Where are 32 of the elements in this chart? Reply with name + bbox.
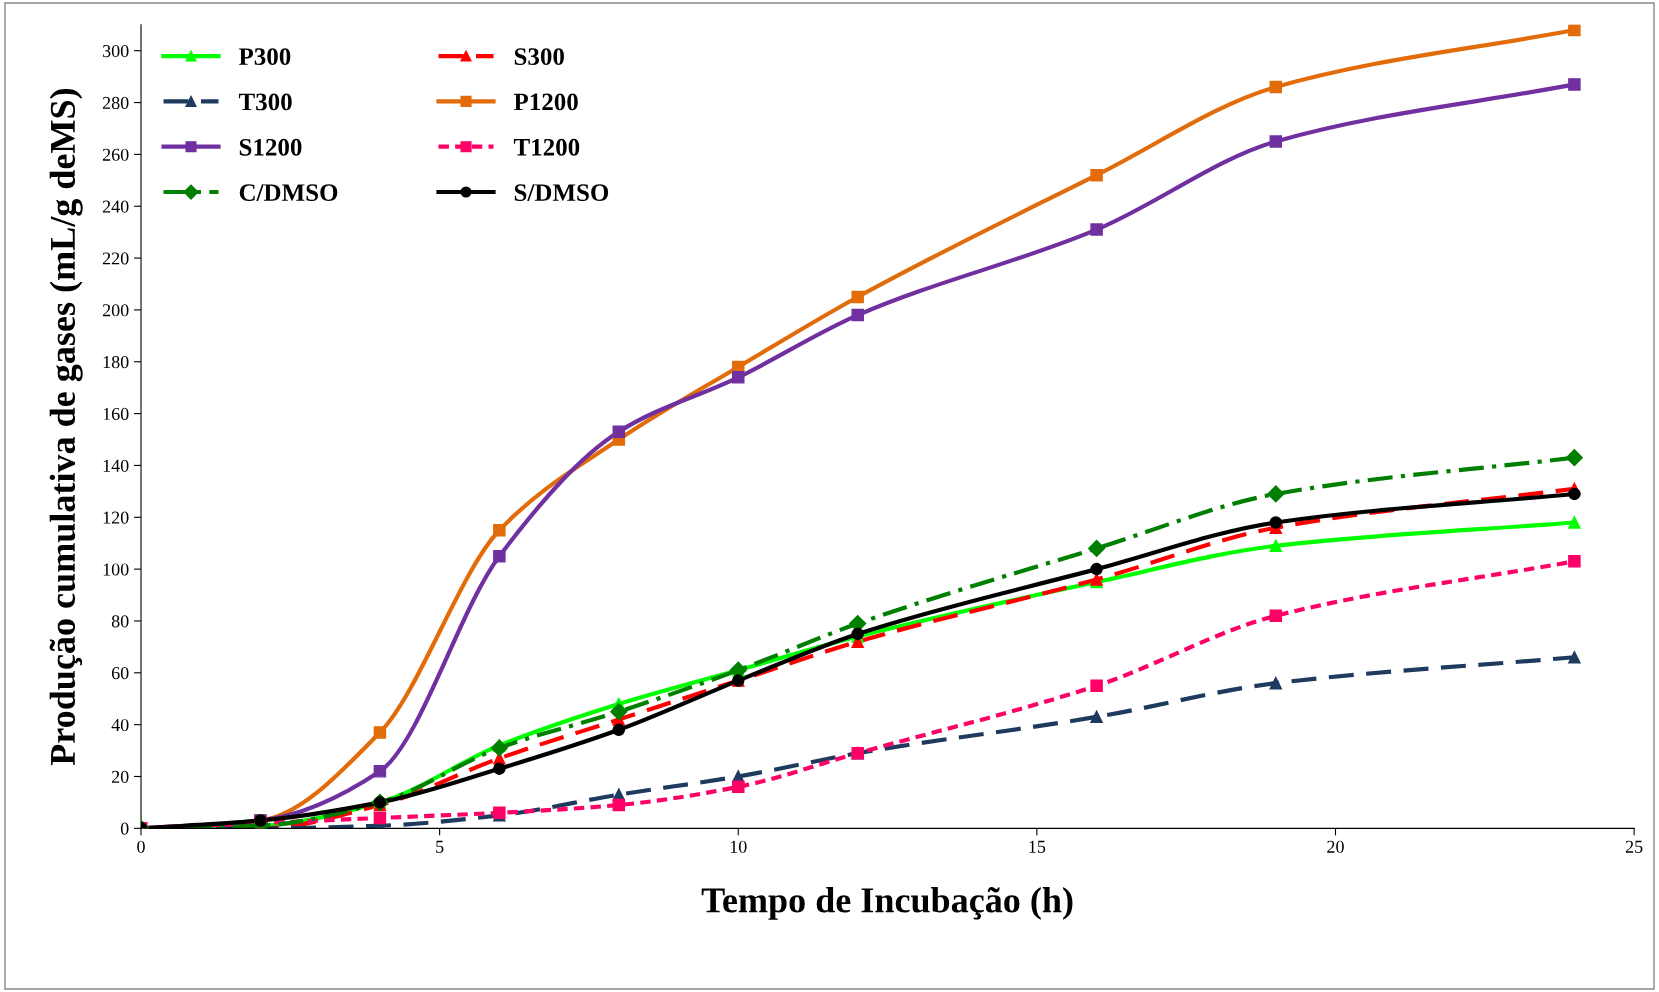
y-tick-label: 240 — [102, 200, 129, 213]
y-tick-label: 20 — [111, 770, 129, 783]
y-tick-label: 80 — [111, 615, 129, 628]
x-tick-label: 15 — [1029, 840, 1046, 853]
y-tick-label: 160 — [103, 407, 129, 421]
y-tick-label: 40 — [111, 718, 129, 732]
y-tick-label: 120 — [103, 511, 129, 524]
y-tick-label: 200 — [102, 304, 129, 317]
legend-label: T300 — [238, 93, 292, 111]
x-tick-label: 25 — [1625, 840, 1643, 853]
y-tick-label: 100 — [103, 563, 129, 576]
y-tick-label: 60 — [111, 667, 129, 680]
y-tick-label: 0 — [120, 822, 129, 835]
x-tick-label: 0 — [137, 840, 145, 853]
y-tick-label: 280 — [102, 96, 129, 109]
legend-label: S/DMSO — [514, 184, 609, 202]
y-tick-label: 300 — [102, 44, 129, 58]
legend-label: P300 — [238, 48, 291, 66]
x-axis-title: Tempo de Incubação (h) — [701, 887, 1073, 920]
legend-label: T1200 — [513, 138, 580, 156]
y-tick-label: 180 — [103, 356, 129, 369]
y-tick-label: 220 — [102, 252, 129, 265]
y-axis-title: Produção cumulativa de gases (mL/g deMS) — [49, 88, 83, 766]
legend-label: S300 — [514, 48, 564, 66]
legend-label: P1200 — [513, 93, 578, 111]
y-tick-label: 260 — [102, 148, 129, 161]
x-tick-label: 10 — [730, 840, 747, 853]
y-tick-label: 140 — [103, 459, 129, 472]
legend-label: S1200 — [239, 138, 302, 156]
legend-label: C/DMSO — [239, 184, 338, 202]
x-tick-label: 20 — [1327, 840, 1344, 853]
x-tick-label: 5 — [436, 840, 444, 853]
